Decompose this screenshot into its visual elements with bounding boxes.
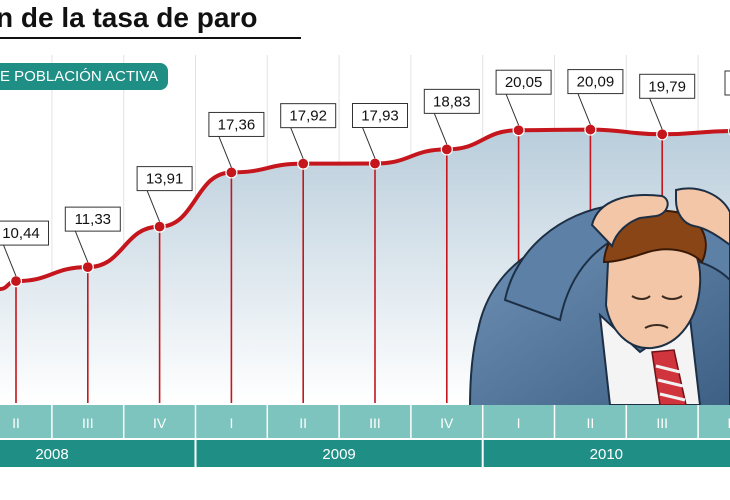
data-label: 20,05 xyxy=(495,69,552,126)
data-point xyxy=(512,124,525,137)
data-label-text: 18,83 xyxy=(433,93,471,110)
chart-title: n de la tasa de paro xyxy=(0,2,258,33)
data-point xyxy=(9,274,23,288)
year-label: 2009 xyxy=(322,446,355,463)
data-point xyxy=(153,220,166,233)
data-label: 10,44 xyxy=(0,220,49,277)
data-point xyxy=(81,261,94,274)
data-label-text: 13,91 xyxy=(146,171,184,188)
data-label-text: 19,79 xyxy=(648,78,686,95)
data-label: 13,91 xyxy=(136,166,193,222)
data-label-text: 20,05 xyxy=(505,74,543,91)
time-axis: IIIIIIVIIIIIIIVIIIIIIIV200820092010 xyxy=(0,405,730,467)
quarter-tick-label: III xyxy=(369,415,381,431)
worried-man-illustration xyxy=(468,187,730,409)
data-label: 11,33 xyxy=(64,206,121,263)
data-point xyxy=(297,157,310,170)
left-hand xyxy=(590,194,669,248)
quarter-tick-label: I xyxy=(517,415,521,431)
quarter-tick-label: II xyxy=(299,415,307,431)
data-point xyxy=(440,143,453,156)
data-label: 17,92 xyxy=(280,103,337,159)
title-underline xyxy=(0,37,301,39)
quarter-tick-label: IV xyxy=(727,415,730,431)
data-label-text: 11,33 xyxy=(75,211,111,228)
quarter-tick-label: III xyxy=(82,415,94,431)
year-label: 2008 xyxy=(35,446,68,463)
right-hand xyxy=(675,187,730,247)
data-labels: 10,44 11,33 13,91 17,36 17,92 17,93 18,83 20,05… xyxy=(0,69,730,277)
data-point xyxy=(368,157,382,170)
year-band xyxy=(0,440,730,467)
quarter-tick-label: II xyxy=(587,415,595,431)
quarter-tick-label: II xyxy=(12,415,20,431)
data-label-text: 10,44 xyxy=(2,225,40,242)
quarter-tick-label: IV xyxy=(440,415,454,431)
data-label-text: 17,36 xyxy=(218,116,256,133)
data-label: 19,79 xyxy=(639,73,696,130)
quarter-tick-label: IV xyxy=(153,415,167,431)
data-label: 20,09 xyxy=(567,69,624,125)
data-label-text: 20,09 xyxy=(577,74,615,91)
data-point xyxy=(225,166,238,179)
data-point xyxy=(584,123,597,136)
data-label-text: 17,92 xyxy=(289,108,327,125)
data-label: 17,93 xyxy=(352,102,408,159)
quarter-tick-label: III xyxy=(656,415,668,431)
year-label: 2010 xyxy=(590,446,623,463)
quarter-band xyxy=(0,405,730,438)
unit-badge: E POBLACIÓN ACTIVA xyxy=(0,63,169,90)
data-label: 18,83 xyxy=(423,88,480,145)
data-label: 20 xyxy=(724,70,730,96)
data-label: 17,36 xyxy=(208,111,265,168)
quarter-tick-label: I xyxy=(229,415,233,431)
data-label-text: 17,93 xyxy=(361,107,399,124)
data-point xyxy=(656,128,669,141)
